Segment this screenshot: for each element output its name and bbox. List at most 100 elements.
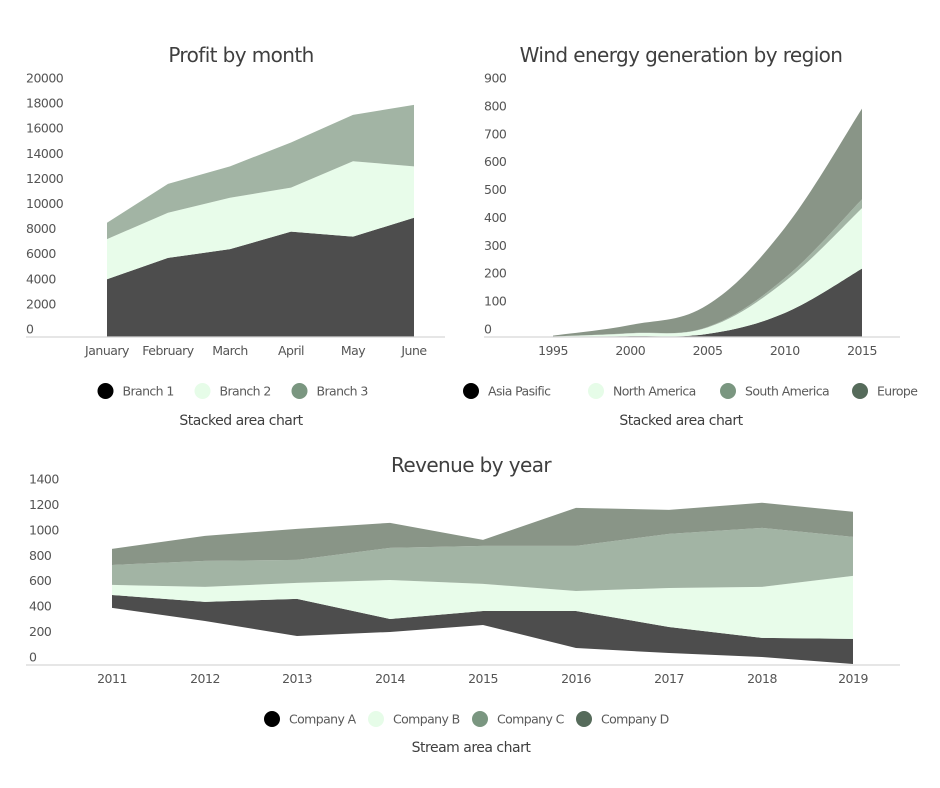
- area-europe: [553, 108, 862, 337]
- x-axis-ticks: January February March April May June: [84, 343, 428, 358]
- x-tick-label: 2005: [693, 343, 723, 358]
- area-south-america: [553, 199, 862, 337]
- legend-label: Branch 3: [317, 384, 368, 399]
- chart-title: Wind energy generation by region: [520, 43, 843, 67]
- profit-by-month-chart: Profit by month 0 2000 4000 6000 8000 10000 12…: [26, 43, 445, 429]
- legend-marker-icon: [472, 711, 488, 727]
- x-tick-label: January: [84, 343, 130, 358]
- area-asia-pasific: [553, 268, 862, 337]
- x-tick-label: 2013: [282, 671, 312, 686]
- x-tick-label: 2011: [97, 671, 127, 686]
- y-axis-ticks: 0 100 200 300 400 500 600 700 800 900: [484, 71, 507, 337]
- y-tick-label: 1000: [29, 522, 59, 537]
- y-tick-label: 400: [484, 210, 507, 225]
- chart-subtitle: Stream area chart: [412, 740, 532, 756]
- legend-marker-icon: [720, 383, 736, 399]
- legend-label: North America: [613, 384, 696, 399]
- legend: Asia Pasific North America South America Eu…: [463, 383, 919, 399]
- y-tick-label: 0: [29, 650, 37, 665]
- area-branch-1: [107, 217, 414, 337]
- wind-energy-chart: Wind energy generation by region 0 100 200…: [463, 43, 919, 429]
- x-tick-label: April: [278, 343, 304, 358]
- y-tick-label: 14000: [26, 146, 64, 161]
- legend-item[interactable]: Company B: [368, 711, 460, 727]
- x-tick-label: 2010: [770, 343, 800, 358]
- legend-label: Europe: [877, 384, 918, 399]
- legend-item[interactable]: Branch 1: [97, 383, 174, 399]
- x-tick-label: 2012: [190, 671, 220, 686]
- legend-item[interactable]: Asia Pasific: [463, 383, 552, 399]
- x-tick-label: 2016: [561, 671, 591, 686]
- x-tick-label: June: [400, 343, 427, 358]
- area-company-a: [112, 594, 853, 664]
- x-tick-label: May: [341, 343, 366, 358]
- y-tick-label: 900: [484, 71, 507, 86]
- chart-subtitle: Stacked area chart: [179, 413, 303, 429]
- y-tick-label: 10000: [26, 196, 64, 211]
- legend-marker-icon: [291, 383, 308, 399]
- area-branch-3: [107, 104, 414, 240]
- legend-item[interactable]: Company A: [264, 711, 357, 727]
- legend-label: Branch 1: [123, 384, 174, 399]
- y-tick-label: 500: [484, 182, 507, 197]
- x-tick-label: 2017: [654, 671, 684, 686]
- x-tick-label: March: [212, 343, 248, 358]
- y-tick-label: 20000: [26, 71, 64, 86]
- legend-item[interactable]: Company C: [472, 711, 565, 727]
- legend-label: Company D: [601, 712, 669, 727]
- legend-label: South America: [745, 384, 829, 399]
- legend-item[interactable]: North America: [588, 383, 696, 399]
- legend-marker-icon: [463, 383, 479, 399]
- y-tick-label: 4000: [26, 271, 56, 286]
- x-tick-label: 2014: [375, 671, 405, 686]
- legend-label: Company C: [497, 712, 565, 727]
- y-tick-label: 18000: [26, 96, 64, 111]
- area-layers: [107, 104, 414, 337]
- area-north-america: [553, 208, 862, 337]
- y-tick-label: 400: [29, 599, 52, 614]
- x-tick-label: 2019: [838, 671, 868, 686]
- legend-label: Branch 2: [220, 384, 271, 399]
- area-layers: [553, 108, 862, 337]
- area-company-c: [112, 527, 853, 592]
- y-tick-label: 800: [484, 98, 507, 113]
- y-tick-label: 1200: [29, 497, 59, 512]
- y-tick-label: 6000: [26, 246, 56, 261]
- revenue-by-year-chart: Revenue by year 0 200 400 600 800 1000 1200 140…: [26, 453, 900, 756]
- legend-item[interactable]: Company D: [576, 711, 669, 727]
- legend-marker-icon: [368, 711, 384, 727]
- legend-marker-icon: [264, 711, 280, 727]
- legend: Branch 1 Branch 2 Branch 3: [97, 383, 368, 399]
- area-company-b: [112, 575, 853, 639]
- legend-item[interactable]: Branch 3: [291, 383, 368, 399]
- x-tick-label: 2015: [468, 671, 498, 686]
- y-tick-label: 600: [484, 154, 507, 169]
- area-company-d: [112, 502, 853, 565]
- chart-title: Profit by month: [168, 43, 313, 67]
- legend-item[interactable]: Branch 2: [194, 383, 271, 399]
- y-tick-label: 300: [484, 238, 507, 253]
- y-tick-label: 700: [484, 126, 507, 141]
- x-tick-label: 2018: [747, 671, 777, 686]
- chart-title: Revenue by year: [391, 453, 552, 477]
- y-tick-label: 16000: [26, 121, 64, 136]
- x-tick-label: February: [142, 343, 194, 358]
- y-tick-label: 800: [29, 548, 52, 563]
- legend-marker-icon: [576, 711, 592, 727]
- y-tick-label: 1400: [29, 472, 59, 487]
- y-axis-ticks: 0 200 400 600 800 1000 1200 1400: [29, 472, 60, 665]
- x-axis-ticks: 2011 2012 2013 2014 2015 2016 2017 2018 2019: [97, 671, 869, 686]
- legend-marker-icon: [852, 383, 868, 399]
- legend-label: Company A: [289, 712, 357, 727]
- y-tick-label: 200: [484, 266, 507, 281]
- legend-marker-icon: [194, 383, 211, 399]
- y-tick-label: 0: [484, 322, 492, 337]
- y-tick-label: 12000: [26, 171, 64, 186]
- y-tick-label: 0: [26, 322, 34, 337]
- y-tick-label: 2000: [26, 296, 56, 311]
- legend-label: Asia Pasific: [488, 384, 551, 399]
- y-tick-label: 200: [29, 624, 52, 639]
- legend-item[interactable]: South America: [720, 383, 830, 399]
- legend: Company A Company B Company C Company D: [264, 711, 669, 727]
- legend-item[interactable]: Europe: [852, 383, 919, 399]
